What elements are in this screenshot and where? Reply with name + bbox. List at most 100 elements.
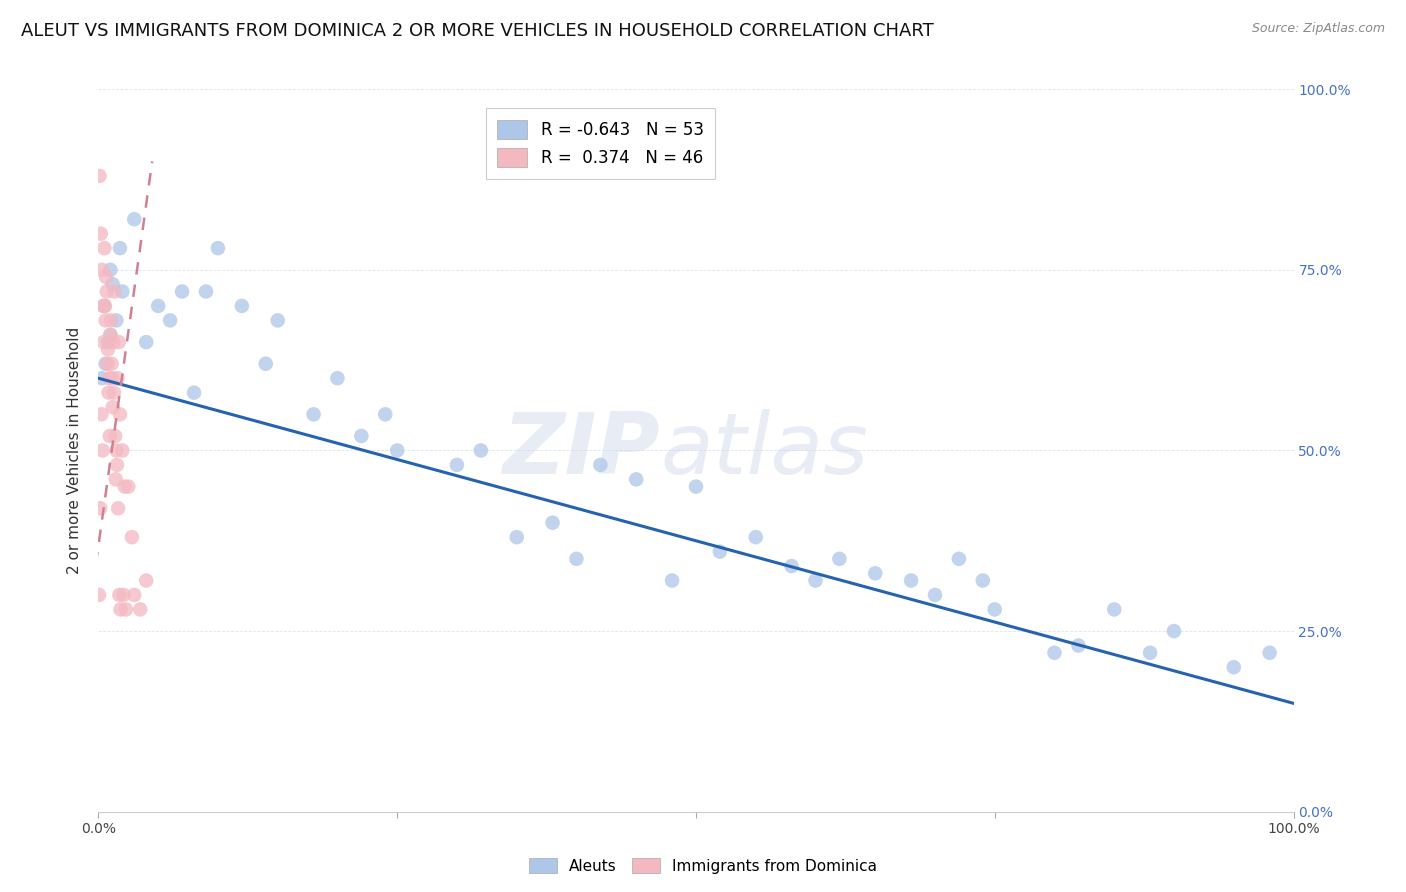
Point — [98, 327, 122, 342]
Point — [124, 588, 146, 602]
Point — [114, 480, 136, 494]
Point — [97, 343, 120, 357]
Point — [98, 327, 122, 342]
Point — [541, 516, 564, 530]
Point — [91, 443, 114, 458]
Point — [101, 400, 124, 414]
Point — [267, 313, 290, 327]
Point — [100, 313, 122, 327]
Point — [107, 371, 129, 385]
Point — [446, 458, 468, 472]
Text: ALEUT VS IMMIGRANTS FROM DOMINICA 2 OR MORE VEHICLES IN HOUSEHOLD CORRELATION CH: ALEUT VS IMMIGRANTS FROM DOMINICA 2 OR M… — [21, 22, 934, 40]
Point — [924, 588, 946, 602]
Point — [1223, 660, 1246, 674]
Point — [1067, 639, 1090, 653]
Point — [90, 227, 112, 241]
Point — [87, 588, 110, 602]
Point — [374, 407, 396, 421]
Point — [828, 551, 851, 566]
Point — [93, 241, 115, 255]
Point — [115, 602, 138, 616]
Point — [254, 357, 277, 371]
Point — [117, 480, 139, 494]
Point — [148, 299, 170, 313]
Point — [124, 212, 146, 227]
Point — [97, 385, 120, 400]
Point — [103, 285, 125, 299]
Point — [111, 285, 134, 299]
Point — [129, 602, 152, 616]
Point — [107, 501, 129, 516]
Point — [159, 313, 181, 327]
Point — [172, 285, 194, 299]
Point — [104, 472, 127, 486]
Point — [302, 407, 325, 421]
Point — [98, 429, 121, 443]
Point — [111, 443, 134, 458]
Point — [780, 559, 803, 574]
Point — [470, 443, 492, 458]
Point — [685, 480, 707, 494]
Point — [96, 285, 118, 299]
Point — [207, 241, 229, 255]
Point — [90, 407, 112, 421]
Point — [98, 371, 121, 385]
Y-axis label: 2 or more Vehicles in Household: 2 or more Vehicles in Household — [67, 326, 83, 574]
Point — [105, 458, 128, 472]
Point — [231, 299, 253, 313]
Point — [865, 566, 887, 581]
Point — [100, 357, 122, 371]
Point — [91, 299, 114, 313]
Point — [948, 551, 970, 566]
Text: ZIP: ZIP — [502, 409, 661, 492]
Point — [97, 334, 120, 349]
Point — [195, 285, 218, 299]
Point — [183, 385, 205, 400]
Point — [1163, 624, 1185, 639]
Legend: Aleuts, Immigrants from Dominica: Aleuts, Immigrants from Dominica — [523, 852, 883, 880]
Point — [96, 357, 118, 371]
Point — [108, 588, 131, 602]
Point — [108, 407, 131, 421]
Point — [1139, 646, 1161, 660]
Point — [103, 385, 125, 400]
Point — [104, 429, 127, 443]
Point — [89, 169, 111, 183]
Point — [900, 574, 922, 588]
Point — [972, 574, 994, 588]
Point — [326, 371, 349, 385]
Point — [506, 530, 529, 544]
Point — [98, 262, 122, 277]
Text: atlas: atlas — [661, 409, 868, 492]
Point — [91, 262, 114, 277]
Point — [135, 334, 157, 349]
Point — [1043, 646, 1066, 660]
Point — [626, 472, 648, 486]
Point — [93, 299, 115, 313]
Point — [661, 574, 683, 588]
Point — [565, 551, 588, 566]
Point — [108, 241, 131, 255]
Point — [589, 458, 612, 472]
Point — [94, 299, 117, 313]
Legend: R = -0.643   N = 53, R =  0.374   N = 46: R = -0.643 N = 53, R = 0.374 N = 46 — [485, 108, 716, 178]
Point — [804, 574, 827, 588]
Point — [984, 602, 1007, 616]
Point — [101, 371, 124, 385]
Point — [91, 371, 114, 385]
Point — [107, 334, 129, 349]
Point — [93, 334, 115, 349]
Point — [112, 588, 135, 602]
Point — [89, 501, 111, 516]
Point — [105, 313, 128, 327]
Text: Source: ZipAtlas.com: Source: ZipAtlas.com — [1251, 22, 1385, 36]
Point — [745, 530, 768, 544]
Point — [94, 313, 117, 327]
Point — [94, 357, 117, 371]
Point — [385, 443, 409, 458]
Point — [103, 334, 125, 349]
Point — [135, 574, 157, 588]
Point — [1258, 646, 1281, 660]
Point — [96, 270, 118, 285]
Point — [709, 544, 731, 558]
